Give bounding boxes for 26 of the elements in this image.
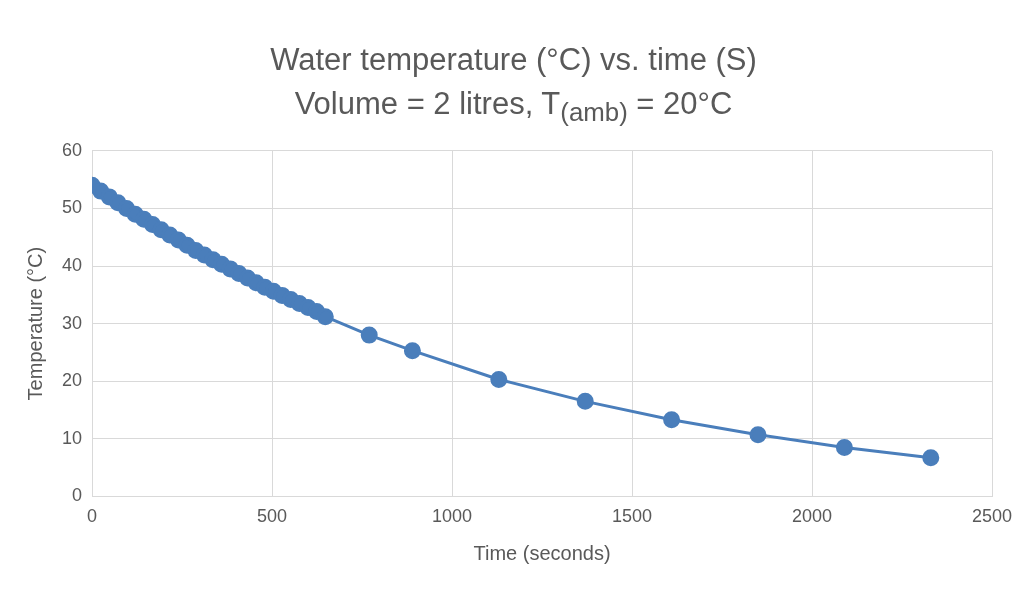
x-tick-label: 2000 (791, 506, 833, 527)
y-tick-label: 10 (61, 427, 83, 448)
y-axis-title: Temperature (°C) (23, 246, 46, 401)
x-tick-label: 1500 (611, 506, 653, 527)
point (749, 426, 767, 444)
chart-title: Water temperature (°C) vs. time (S) (269, 41, 758, 79)
y-tick-label: 40 (61, 254, 83, 275)
y-tick-label: 0 (72, 485, 83, 506)
point (576, 392, 594, 410)
y-tick-label: 30 (61, 312, 83, 333)
x-tick-label: 0 (87, 506, 98, 527)
chart-subtitle: Volume = 2 litres, T$_{(amb)}$ = 20°C (293, 85, 734, 129)
y-tick-label: 50 (61, 197, 83, 218)
x-axis-title: Time (seconds) (473, 541, 611, 564)
point (922, 449, 940, 467)
point (490, 370, 508, 388)
x-tick-label: 2500 (971, 506, 1013, 527)
y-tick-label: 60 (61, 139, 83, 160)
point (835, 438, 853, 456)
point (316, 308, 334, 326)
point (663, 411, 681, 429)
x-tick-label: 1000 (431, 506, 473, 527)
y-tick-label: 20 (61, 370, 83, 391)
x-tick-label: 500 (256, 506, 288, 527)
point (360, 326, 378, 344)
point (403, 342, 421, 360)
